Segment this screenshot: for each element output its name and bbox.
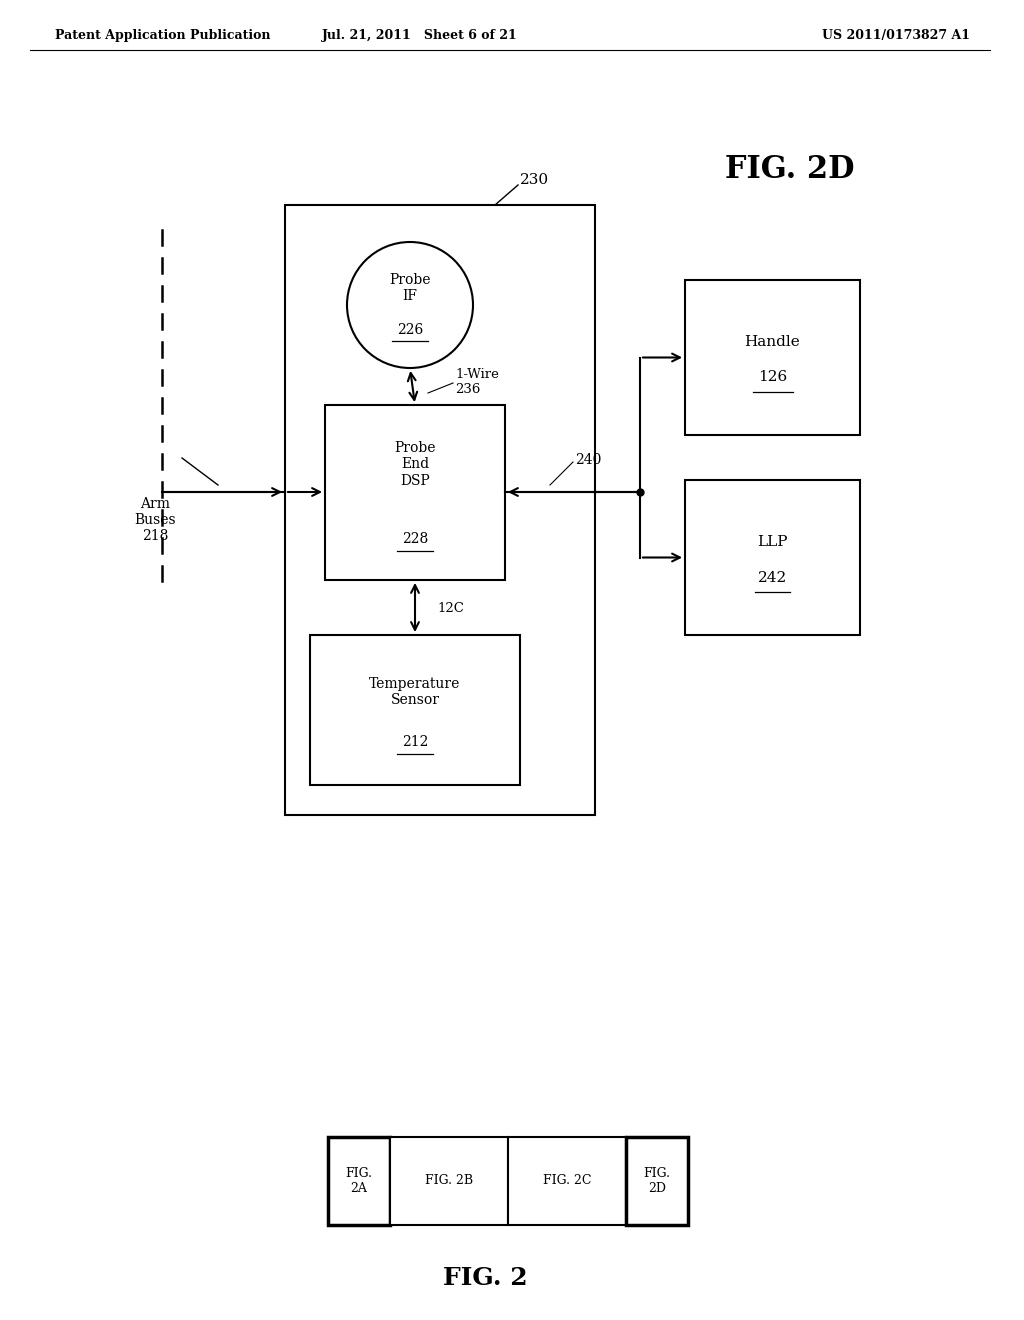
Text: 1-Wire
236: 1-Wire 236 [455, 368, 499, 396]
Text: Probe
IF: Probe IF [389, 273, 431, 304]
Text: 212: 212 [401, 735, 428, 748]
Text: 126: 126 [758, 371, 787, 384]
Text: 228: 228 [401, 532, 428, 546]
Text: 240: 240 [575, 453, 601, 467]
Bar [325, 405, 505, 579]
Text: 230: 230 [520, 173, 549, 187]
Text: FIG. 2C: FIG. 2C [543, 1175, 591, 1188]
Bar [626, 1137, 688, 1225]
Bar [685, 280, 860, 436]
Text: Probe
End
DSP: Probe End DSP [394, 441, 436, 487]
Bar [285, 205, 595, 814]
Text: Patent Application Publication: Patent Application Publication [55, 29, 270, 41]
Text: Handle: Handle [744, 335, 801, 350]
Text: LLP: LLP [758, 536, 787, 549]
Text: FIG. 2D: FIG. 2D [725, 154, 855, 186]
Bar [685, 480, 860, 635]
Text: FIG. 2: FIG. 2 [442, 1266, 527, 1290]
Text: Temperature
Sensor: Temperature Sensor [370, 677, 461, 708]
Text: US 2011/0173827 A1: US 2011/0173827 A1 [822, 29, 970, 41]
Text: 226: 226 [397, 323, 423, 337]
Text: Arm
Buses
218: Arm Buses 218 [134, 496, 176, 544]
Text: 242: 242 [758, 570, 787, 585]
Circle shape [347, 242, 473, 368]
Bar [310, 635, 520, 785]
Text: Jul. 21, 2011   Sheet 6 of 21: Jul. 21, 2011 Sheet 6 of 21 [323, 29, 518, 41]
Text: FIG.
2D: FIG. 2D [643, 1167, 671, 1195]
Bar [390, 1137, 508, 1225]
Text: FIG.
2A: FIG. 2A [345, 1167, 373, 1195]
Text: 12C: 12C [437, 602, 464, 615]
Text: FIG. 2B: FIG. 2B [425, 1175, 473, 1188]
Bar [508, 1137, 626, 1225]
Bar [328, 1137, 390, 1225]
